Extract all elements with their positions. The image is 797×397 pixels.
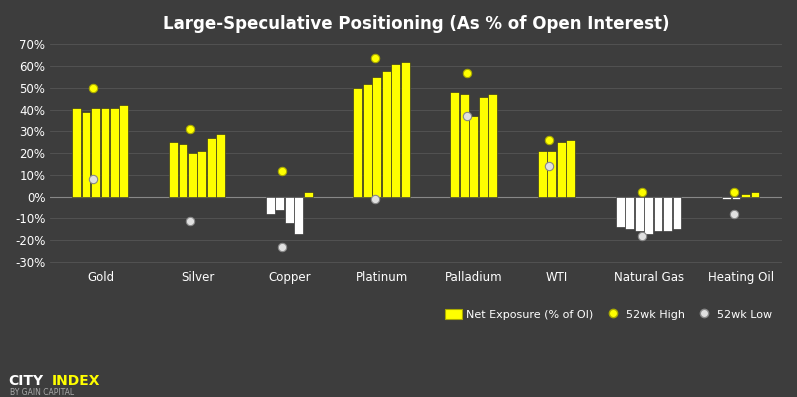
Bar (391, 64, 400, 197)
Bar (673, 197, 681, 229)
Text: BY GAIN CAPITAL: BY GAIN CAPITAL (10, 388, 74, 397)
Bar (217, 134, 226, 197)
Text: INDEX: INDEX (52, 374, 100, 388)
Bar (741, 195, 750, 197)
Bar (626, 197, 634, 229)
Bar (266, 197, 275, 214)
Bar (72, 108, 80, 197)
Bar (616, 197, 625, 227)
Bar (100, 108, 109, 197)
Bar (91, 108, 100, 197)
Text: CITY: CITY (8, 374, 43, 388)
Bar (179, 145, 187, 197)
Bar (644, 197, 653, 233)
Bar (304, 192, 312, 197)
Bar (169, 142, 178, 197)
Bar (548, 151, 556, 197)
Bar (207, 138, 216, 197)
Bar (372, 77, 381, 197)
Bar (460, 94, 469, 197)
Bar (469, 116, 478, 197)
Bar (285, 197, 293, 223)
Bar (198, 151, 206, 197)
Bar (188, 153, 197, 197)
Bar (120, 105, 128, 197)
Bar (732, 197, 740, 199)
Bar (363, 84, 371, 197)
Bar (81, 112, 90, 197)
Bar (751, 192, 760, 197)
Bar (654, 197, 662, 231)
Bar (382, 71, 391, 197)
Bar (110, 108, 119, 197)
Bar (479, 96, 488, 197)
Bar (489, 94, 497, 197)
Legend: Net Exposure (% of OI), 52wk High, 52wk Low: Net Exposure (% of OI), 52wk High, 52wk … (441, 304, 776, 324)
Bar (353, 88, 362, 197)
Bar (566, 140, 575, 197)
Bar (276, 197, 285, 210)
Bar (557, 142, 566, 197)
Bar (450, 92, 459, 197)
Bar (663, 197, 672, 231)
Bar (294, 197, 303, 233)
Bar (634, 197, 643, 231)
Bar (538, 151, 547, 197)
Title: Large-Speculative Positioning (As % of Open Interest): Large-Speculative Positioning (As % of O… (163, 15, 669, 33)
Bar (722, 197, 731, 199)
Bar (401, 62, 410, 197)
